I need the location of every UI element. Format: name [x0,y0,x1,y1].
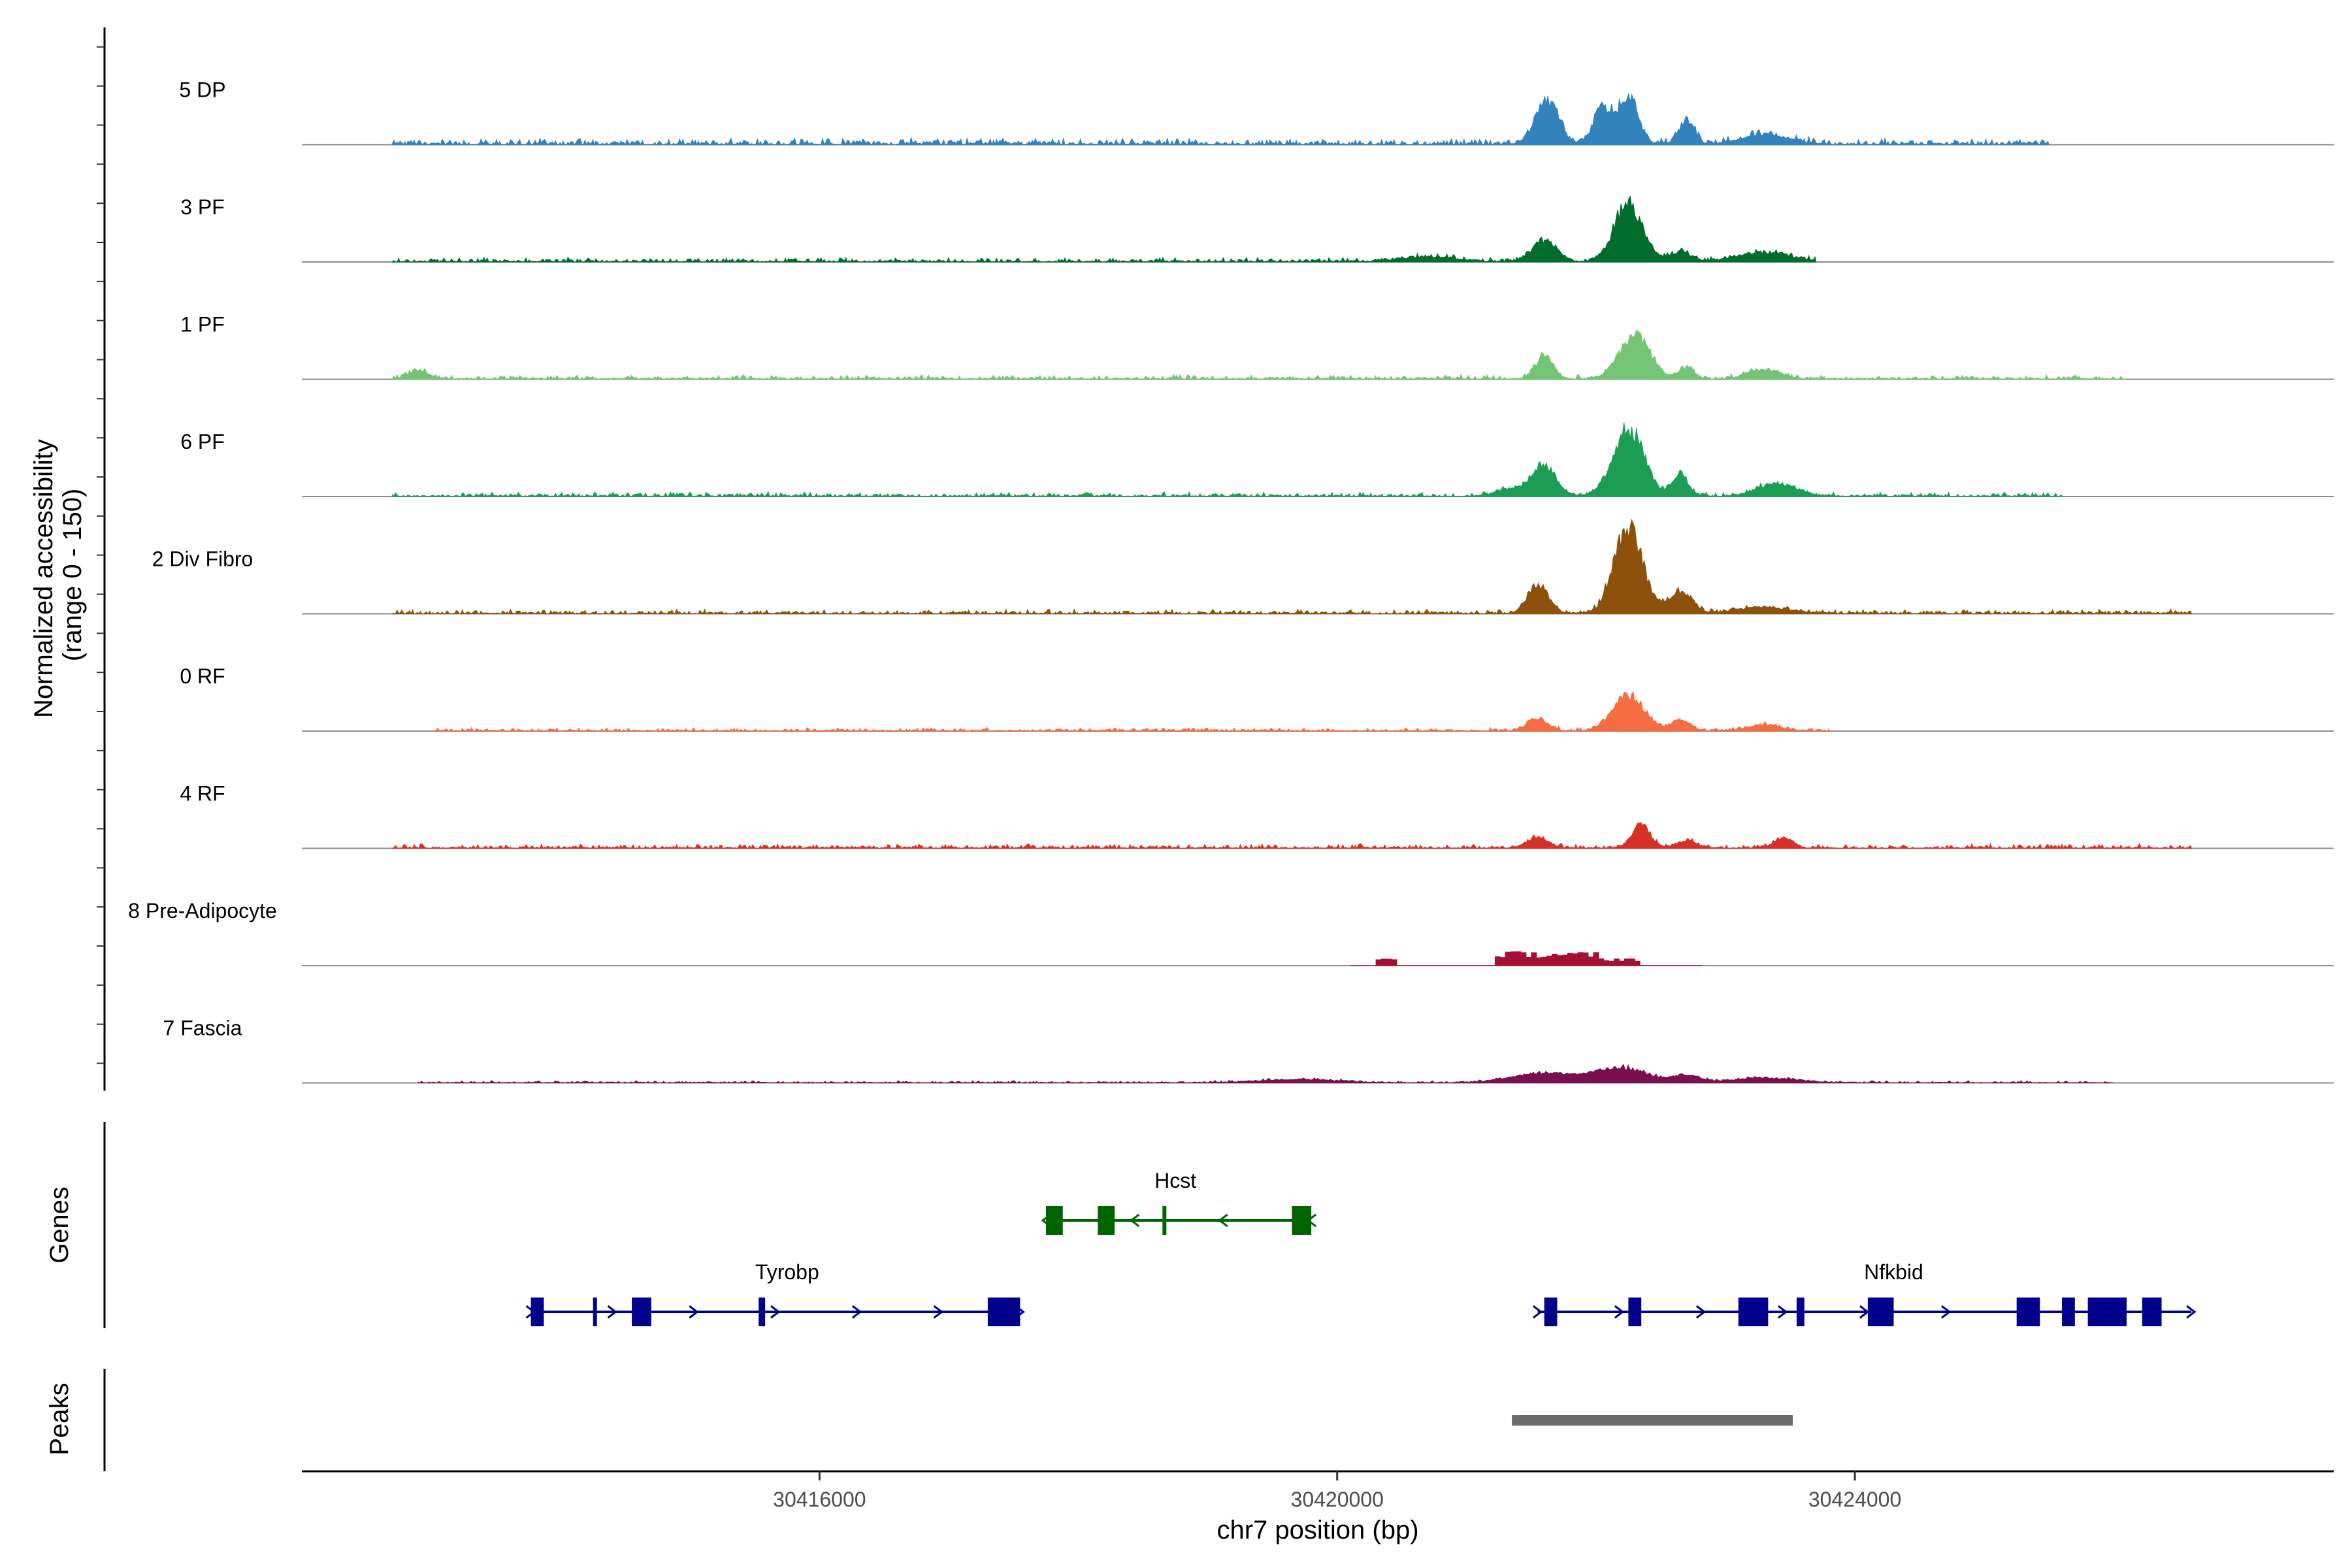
strand-arrow [1941,1305,1952,1319]
x-tick-label: 30424000 [1808,1488,1901,1511]
x-axis: 30416000 30420000 30424000 [302,1470,2334,1511]
exon [1046,1206,1063,1235]
track-2-div-fibro: 2 Div Fibro [152,519,2334,615]
exon [1867,1298,1894,1326]
exon [759,1298,766,1326]
genes-panel: Hcst Tyrobp Nfkbid [525,1169,2197,1326]
track-6-pf: 6 PF [180,421,2334,497]
strand-arrow [1532,1305,1543,1319]
gene-hcst: Hcst [1041,1169,1316,1235]
exon [987,1298,1021,1326]
strand-arrow [1218,1213,1228,1228]
peaks-panel-title: Peaks [45,1382,74,1455]
track-label: 2 Div Fibro [152,547,253,571]
exon [2087,1298,2127,1326]
exon [2062,1298,2075,1326]
exon [1098,1206,1115,1235]
strand-arrow [2186,1305,2197,1319]
strand-arrow [1129,1213,1140,1228]
track-3-pf: 3 PF [180,195,2334,263]
x-tick-label: 30420000 [1291,1488,1384,1511]
peaks-panel [1512,1415,1793,1426]
coverage-area [392,421,2063,497]
exon [2016,1298,2040,1326]
y-axis-title-line1: Normalized accessibility [29,439,58,718]
track-label: 6 PF [180,430,225,453]
exon [1628,1298,1642,1326]
strand-arrow [689,1305,699,1319]
coverage-area [431,691,1829,732]
gene-tyrobp: Tyrobp [525,1260,1025,1326]
coverage-area [392,519,2192,615]
peak-region [1512,1415,1793,1426]
genes-panel-title: Genes [45,1186,74,1264]
gene-nfkbid: Nfkbid [1532,1260,2197,1326]
exon [531,1298,544,1326]
coverage-area [417,1064,2114,1084]
strand-arrow [851,1305,862,1319]
strand-arrow [1614,1305,1625,1319]
track-5-dp: 5 DP [179,78,2334,146]
exon [1292,1206,1312,1235]
coverage-tracks: 5 DP 3 PF 1 PF 6 PF 2 Div Fibro 0 RF 4 RF 8 Pre… [128,78,2334,1084]
coverage-area [392,822,2192,849]
gene-label: Hcst [1154,1169,1196,1192]
exon [632,1298,651,1326]
strand-arrow [933,1305,944,1319]
track-label: 1 PF [180,313,225,336]
strand-arrow [1777,1305,1788,1319]
x-axis-title: chr7 position (bp) [1217,1516,1418,1544]
exon [1162,1206,1167,1235]
gene-label: Tyrobp [755,1260,819,1284]
coverage-area [392,329,2127,380]
strand-arrow [770,1305,781,1319]
x-tick-label: 30416000 [773,1488,866,1511]
track-label: 3 PF [180,195,225,219]
track-label: 4 RF [180,782,225,806]
track-label: 5 DP [179,78,225,102]
coverage-area [392,195,1817,263]
y-axis-title: Normalized accessibility (range 0 - 150) [29,432,87,718]
exon [1796,1298,1805,1326]
track-label: 8 Pre-Adipocyte [128,899,277,923]
track-label: 7 Fascia [163,1017,242,1040]
track-label: 0 RF [180,664,225,688]
track-1-pf: 1 PF [180,313,2334,380]
track-8-pre-adipocyte: 8 Pre-Adipocyte [128,899,2334,966]
track-0-rf: 0 RF [180,664,2334,732]
coverage-y-axis [97,27,106,1091]
track-7-fascia: 7 Fascia [163,1017,2334,1084]
coverage-area [392,93,2050,146]
exon [1738,1298,1769,1326]
strand-arrow [607,1305,617,1319]
exon [593,1298,597,1326]
exon [2142,1298,2162,1326]
track-4-rf: 4 RF [180,782,2334,849]
exon [1544,1298,1558,1326]
strand-arrow [1695,1305,1707,1319]
gene-label: Nfkbid [1864,1260,1923,1284]
coverage-area [1350,951,1703,966]
y-axis-title-line2: (range 0 - 150) [58,489,87,662]
